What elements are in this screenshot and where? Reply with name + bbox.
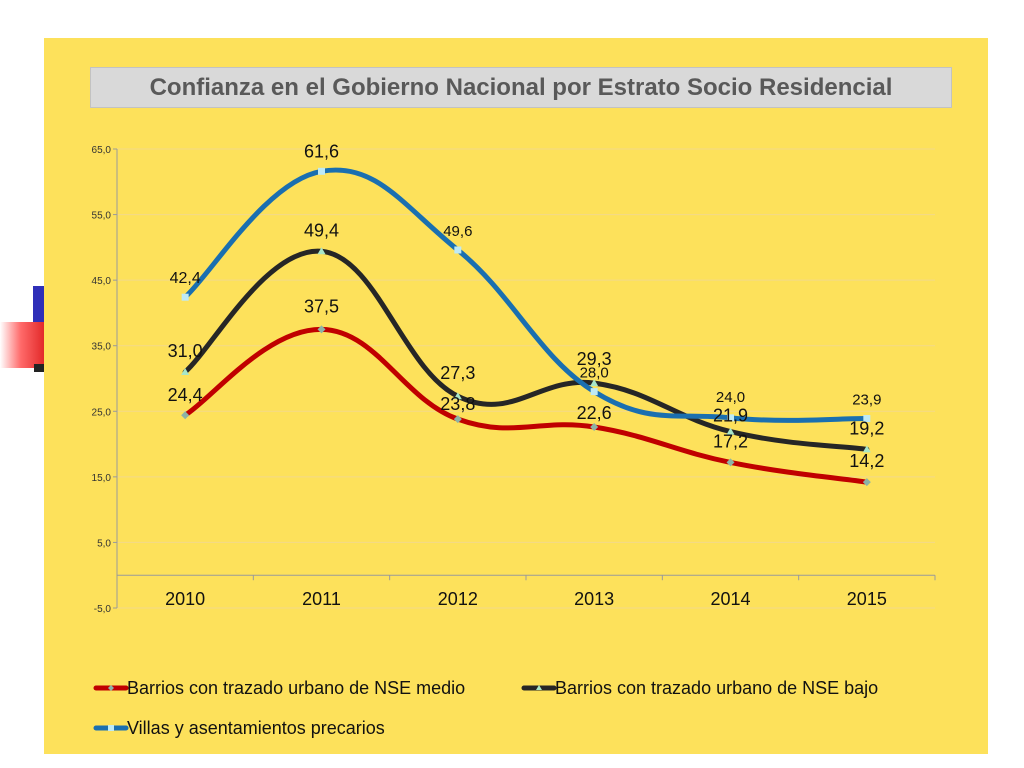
data-label: 28,0	[580, 365, 609, 382]
data-point	[318, 167, 325, 175]
x-tick-label: 2015	[847, 589, 887, 609]
data-point	[454, 246, 462, 254]
y-tick-label: 55,0	[92, 211, 112, 222]
data-label: 23,9	[852, 391, 881, 408]
legend-item-villas: Villas y asentamientos precarios	[127, 718, 385, 738]
data-point	[453, 415, 462, 424]
chart-panel	[44, 38, 988, 754]
x-tick-label: 2013	[574, 589, 614, 609]
series-line-villas	[182, 167, 870, 423]
data-point	[727, 414, 734, 422]
data-label: 21,9	[713, 406, 748, 426]
data-point	[590, 423, 599, 432]
y-tick-label: 35,0	[92, 342, 112, 353]
decorative-red-glow	[0, 322, 46, 368]
data-label: 23,8	[440, 394, 475, 414]
x-tick-label: 2012	[438, 589, 478, 609]
y-tick-label: 25,0	[92, 407, 112, 418]
x-tick-label: 2010	[165, 589, 205, 609]
x-tick-label: 2011	[302, 589, 341, 609]
decorative-dark-mark	[34, 364, 44, 372]
data-label: 24,4	[168, 385, 203, 405]
data-label: 37,5	[304, 296, 339, 316]
data-point	[726, 458, 735, 467]
data-label: 19,2	[849, 418, 884, 438]
data-point	[453, 392, 462, 400]
legend-marker	[108, 725, 114, 731]
x-tick-label: 2014	[710, 589, 750, 609]
y-tick-label: 15,0	[92, 473, 112, 484]
data-label: 27,3	[440, 363, 475, 383]
data-label: 49,4	[304, 220, 339, 240]
data-point	[862, 445, 871, 453]
legend-item-nse-medio: Barrios con trazado urbano de NSE medio	[127, 678, 465, 698]
legend-item-nse-bajo: Barrios con trazado urbano de NSE bajo	[555, 678, 878, 698]
data-label: 49,6	[443, 223, 472, 240]
data-label: 24,0	[716, 389, 745, 406]
data-point	[181, 411, 190, 420]
data-point	[726, 427, 735, 435]
y-tick-label: 65,0	[92, 145, 112, 156]
data-point	[317, 247, 326, 255]
data-label: 22,6	[577, 403, 612, 423]
data-label: 42,4	[170, 270, 201, 287]
data-label: 29,3	[577, 349, 612, 369]
y-tick-label: -5,0	[94, 604, 112, 615]
data-label: 31,0	[168, 341, 203, 361]
data-point	[181, 367, 190, 375]
data-point	[862, 478, 871, 487]
data-point	[863, 414, 871, 422]
legend-marker	[536, 685, 542, 690]
chart-title: Confianza en el Gobierno Nacional por Es…	[90, 67, 952, 108]
legend-marker	[108, 685, 114, 691]
data-point	[590, 379, 599, 387]
data-point	[317, 325, 326, 334]
data-label: 17,2	[713, 431, 748, 451]
data-point	[181, 293, 189, 301]
data-point	[590, 388, 598, 396]
data-label: 14,2	[849, 451, 884, 471]
y-tick-label: 5,0	[97, 538, 111, 549]
data-label: 61,6	[304, 141, 339, 161]
y-tick-label: 45,0	[92, 276, 112, 287]
series-line-nse-medio	[182, 326, 870, 485]
